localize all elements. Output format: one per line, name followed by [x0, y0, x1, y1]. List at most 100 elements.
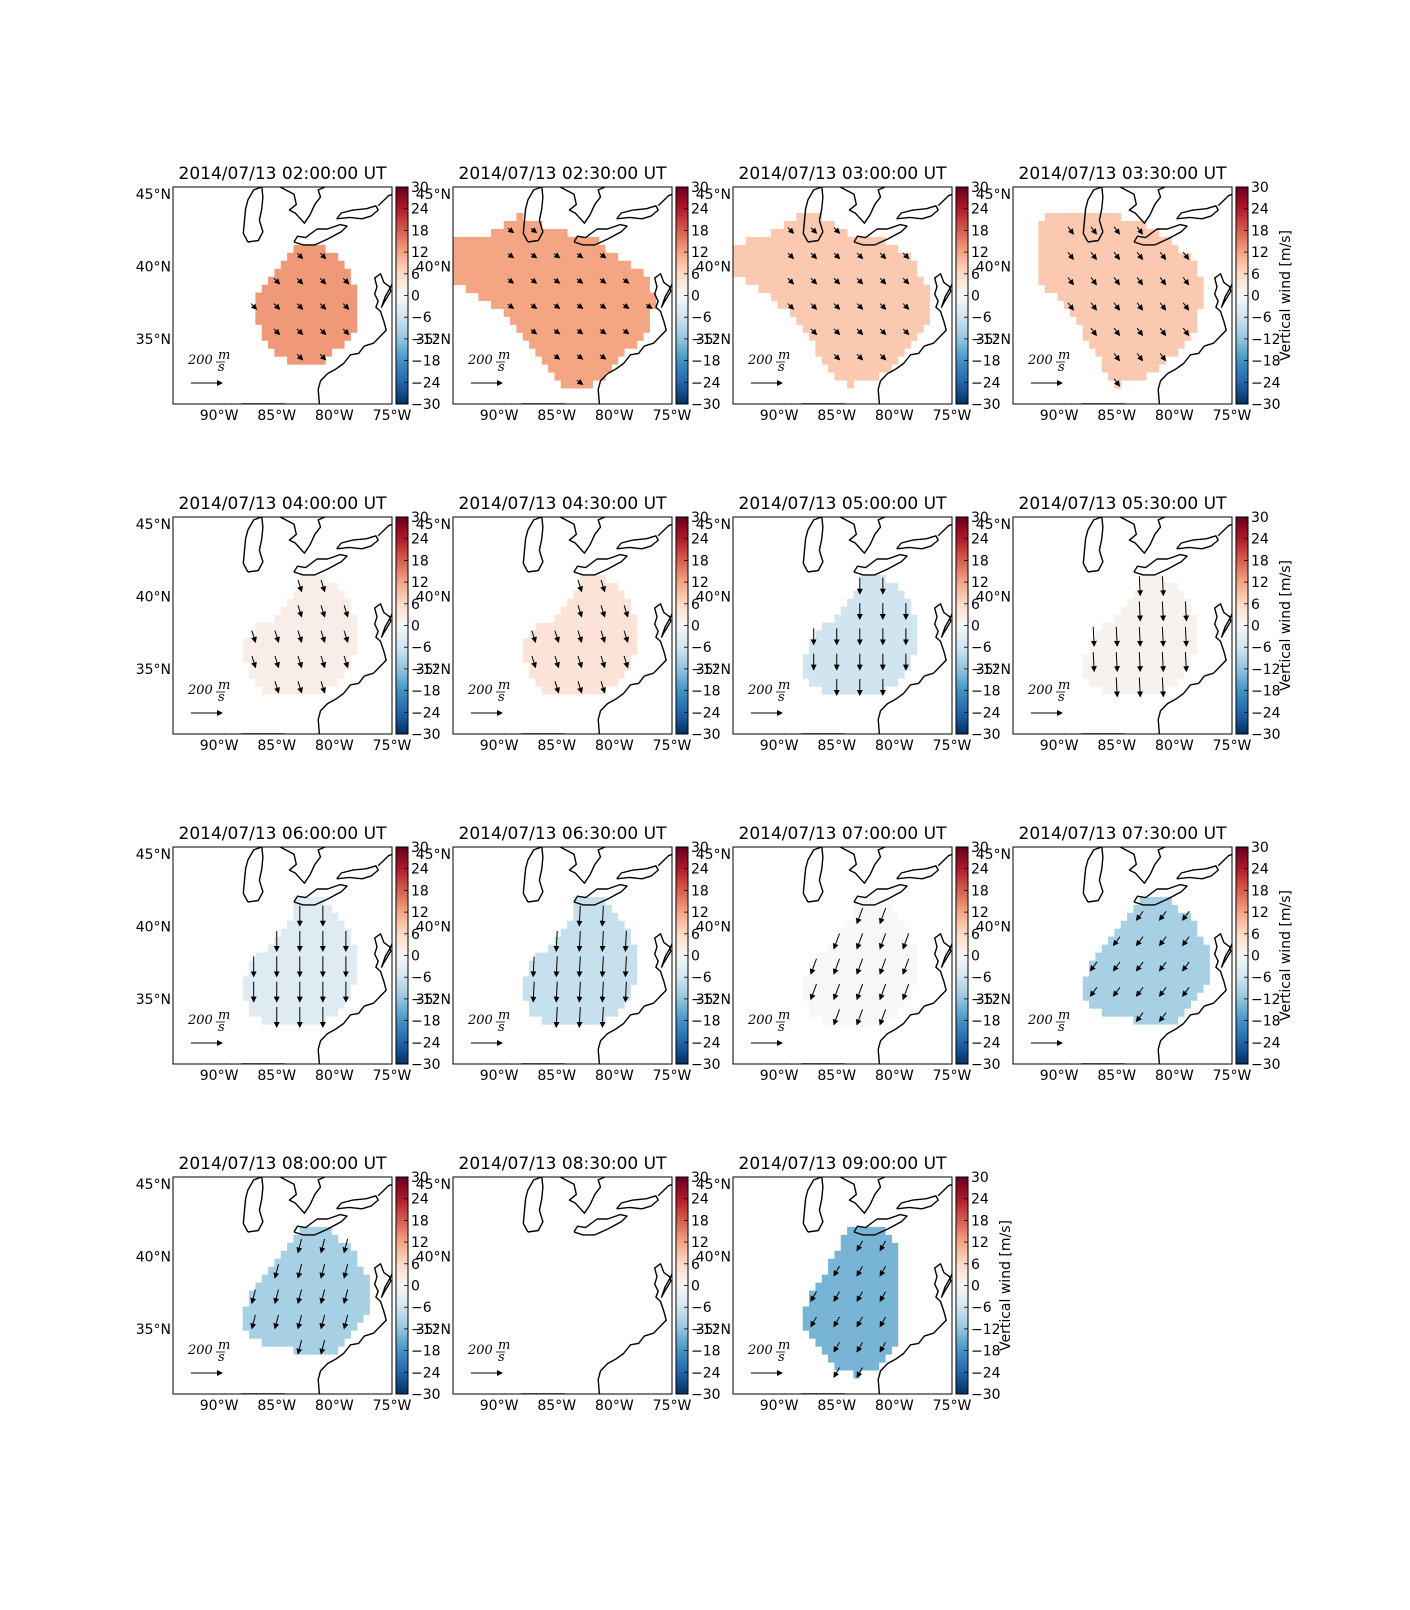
wind-cell — [1190, 952, 1198, 961]
wind-cell — [579, 936, 587, 946]
wind-cell — [560, 968, 568, 977]
wind-cell — [1101, 638, 1109, 647]
wind-cell — [617, 1000, 625, 1009]
wind-cell — [745, 260, 753, 270]
wind-cell — [1127, 268, 1134, 278]
wind-cell — [535, 638, 543, 647]
wind-cell — [548, 332, 555, 341]
wind-cell — [1120, 630, 1128, 639]
wind-cell — [1120, 284, 1128, 294]
wind-cell — [1171, 606, 1179, 616]
wind-cell — [1165, 598, 1172, 608]
wind-cell — [306, 1298, 313, 1307]
wind-cell — [567, 646, 574, 655]
wind-cell — [847, 348, 854, 357]
wind-cell — [1076, 236, 1084, 246]
colorbar-tick-label: −24 — [1251, 705, 1281, 721]
wind-cell — [1114, 213, 1122, 222]
wind-cell — [598, 356, 606, 365]
wind-cell — [1139, 356, 1147, 365]
wind-cell — [280, 654, 288, 663]
wind-cell — [535, 960, 543, 969]
wind-cell — [287, 606, 294, 616]
wind-cell — [312, 670, 320, 679]
wind-cell — [1133, 308, 1141, 317]
wind-cell — [503, 252, 511, 262]
wind-cell — [1196, 292, 1204, 301]
wind-cell — [261, 984, 269, 993]
wind-cell — [1038, 260, 1046, 270]
wind-cell — [255, 300, 263, 309]
wind-cell — [859, 654, 867, 663]
wind-arrow — [1182, 277, 1190, 286]
wind-cell — [828, 1298, 835, 1307]
y-tick-label: 35°N — [416, 992, 451, 1008]
wind-cell — [611, 920, 619, 930]
wind-arrow — [343, 630, 350, 644]
wind-cell — [306, 654, 313, 663]
wind-cell — [337, 968, 345, 977]
wind-cell — [815, 220, 823, 230]
wind-cell — [1063, 284, 1071, 294]
wind-cell — [344, 952, 351, 961]
wind-cell — [1152, 236, 1160, 246]
wind-cell — [834, 1282, 842, 1291]
wind-cell — [306, 332, 313, 341]
wind-cell — [560, 992, 568, 1001]
wind-cell — [1177, 300, 1185, 309]
wind-cell — [885, 284, 892, 294]
wind-cell — [897, 348, 905, 357]
x-tick-label: 80°W — [595, 1068, 634, 1084]
wind-cell — [796, 284, 804, 294]
colorbar-label: Vertical wind [m/s] — [1278, 230, 1294, 361]
wind-cell — [885, 1322, 892, 1331]
wind-cell — [1196, 284, 1204, 294]
wind-cell — [472, 284, 479, 294]
wind-cell — [821, 622, 829, 631]
coast-line — [242, 517, 264, 573]
wind-cell — [821, 220, 829, 230]
wind-cell — [1171, 904, 1179, 914]
wind-cell — [859, 638, 867, 647]
wind-arrow — [576, 378, 584, 385]
wind-cell — [280, 638, 288, 647]
x-tick-label: 75°W — [1213, 1068, 1252, 1084]
coast-line — [336, 535, 379, 550]
wind-cell — [586, 244, 593, 254]
x-tick-label: 80°W — [875, 408, 914, 424]
wind-cell — [1114, 976, 1122, 985]
wind-arrow — [319, 353, 327, 361]
wind-cell — [541, 992, 549, 1001]
wind-cell — [350, 646, 358, 655]
reference-vector-value: 200 — [187, 353, 213, 368]
wind-cell — [885, 1330, 892, 1339]
wind-cell — [859, 1000, 867, 1009]
wind-arrow — [810, 252, 818, 260]
wind-cell — [866, 686, 873, 695]
wind-cell — [1146, 252, 1153, 262]
wind-cell — [834, 670, 842, 679]
y-tick-label: 40°N — [976, 920, 1011, 936]
wind-cell — [617, 960, 625, 969]
wind-cell — [331, 1008, 339, 1017]
wind-arrow — [599, 905, 606, 927]
wind-cell — [872, 968, 880, 977]
wind-cell — [331, 1234, 339, 1244]
wind-cell — [1120, 622, 1128, 631]
reference-vector: 200 ms — [747, 1008, 790, 1046]
wind-cell — [1139, 928, 1147, 938]
wind-cell — [579, 574, 587, 584]
wind-cell — [624, 284, 631, 294]
wind-cell — [834, 678, 842, 687]
wind-cell — [764, 244, 772, 254]
wind-cell — [859, 1282, 867, 1291]
wind-cell — [1184, 976, 1191, 985]
wind-cell — [567, 622, 574, 631]
coast-line — [377, 853, 392, 867]
wind-arrow — [810, 277, 818, 285]
wind-cell — [1133, 356, 1141, 365]
wind-cell — [885, 992, 892, 1001]
wind-cell — [923, 308, 930, 317]
wind-cell — [484, 252, 492, 262]
wind-cell — [287, 292, 294, 301]
